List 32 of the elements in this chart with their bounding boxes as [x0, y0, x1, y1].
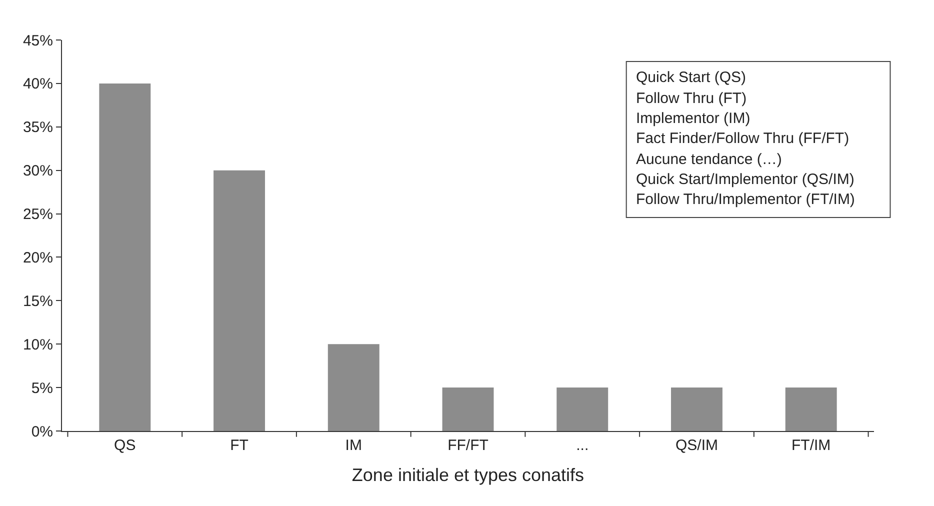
- y-tick-label: 25%: [22, 206, 53, 224]
- y-tick-label: 30%: [22, 162, 53, 180]
- annotation: Fact Finder/Follow Thru (FF/FT): [636, 130, 850, 147]
- y-tick-label: 0%: [31, 423, 53, 440]
- bar: [785, 388, 837, 431]
- y-tick-label: 5%: [31, 380, 53, 397]
- x-tick-label: FT/IM: [792, 437, 831, 454]
- annotation: Follow Thru (FT): [636, 90, 747, 107]
- x-tick-label: QS: [114, 437, 136, 454]
- y-tick-label: 10%: [22, 336, 53, 354]
- x-tick-label: QS/IM: [675, 437, 718, 454]
- bar: [556, 388, 608, 431]
- y-tick-label: 35%: [22, 119, 53, 136]
- y-tick-label: 20%: [22, 249, 53, 266]
- annotation: Implementor (IM): [636, 110, 750, 127]
- annotation: Quick Start/Implementor (QS/IM): [636, 171, 854, 188]
- x-axis-title: Zone initiale et types conatifs: [352, 465, 584, 486]
- y-tick-label: 45%: [22, 32, 53, 50]
- annotation: Follow Thru/Implementor (FT/IM): [636, 191, 855, 208]
- bar: [99, 83, 151, 431]
- bar: [671, 388, 722, 431]
- annotation: Aucune tendance (…): [636, 151, 782, 168]
- x-tick-label: FF/FT: [448, 437, 488, 454]
- x-tick-label: FT: [230, 437, 248, 454]
- x-tick-label: IM: [345, 437, 362, 454]
- annotation: Quick Start (QS): [636, 69, 746, 86]
- bar: [214, 170, 265, 431]
- bar: [442, 388, 494, 431]
- x-tick-label: ...: [576, 437, 589, 454]
- y-tick-label: 40%: [22, 76, 53, 93]
- bar: [328, 344, 380, 431]
- y-tick-label: 15%: [22, 292, 53, 310]
